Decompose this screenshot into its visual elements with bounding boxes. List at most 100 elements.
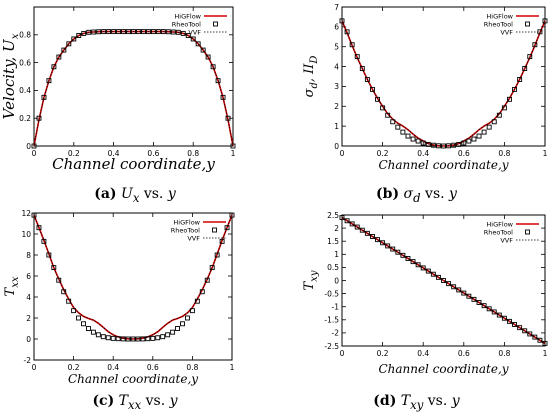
x-tick-label: 0.4 — [108, 149, 120, 158]
rheotool-marker — [527, 54, 533, 60]
rheotool-marker — [229, 212, 235, 218]
rheotool-marker — [224, 225, 230, 231]
x-tick-label: 0.2 — [377, 149, 389, 158]
legend-label: VVF — [500, 237, 513, 245]
rheotool-marker — [435, 274, 441, 280]
rheotool-marker — [507, 96, 512, 102]
rheotool-marker — [522, 328, 528, 334]
y-tick-label: 2 — [334, 102, 339, 111]
rheotool-marker — [100, 334, 106, 340]
x-tick-label: 0.4 — [417, 149, 429, 158]
rheotool-marker — [420, 265, 426, 271]
x-tick-label: 1 — [543, 349, 548, 358]
y-label-sub: xx — [10, 276, 21, 288]
rheotool-marker — [165, 332, 171, 338]
higflow-line — [33, 214, 233, 340]
rheotool-marker — [135, 336, 141, 342]
rheotool-marker — [420, 140, 426, 146]
rheotool-marker — [512, 322, 518, 327]
y-tick-label: 0 — [334, 142, 339, 151]
rheotool-marker — [400, 129, 406, 135]
caption-letter: (d) — [373, 393, 397, 409]
rheotool-marker — [160, 334, 166, 340]
caption-variable: y — [167, 186, 176, 202]
rheotool-marker — [349, 42, 355, 48]
rheotool-marker — [95, 332, 101, 338]
x-tick-label: 1 — [231, 149, 236, 158]
rheotool-marker — [375, 96, 380, 102]
x-tick-label: 0.6 — [458, 349, 470, 358]
rheotool-marker — [410, 136, 416, 142]
rheotool-marker — [230, 143, 236, 149]
rheotool-marker — [446, 281, 452, 287]
rheotool-marker — [369, 86, 375, 92]
y-tick-label: 2.5 — [327, 211, 339, 220]
rheotool-marker — [390, 119, 396, 125]
y-tick-label: 4 — [334, 62, 339, 71]
x-tick-label: 0.2 — [377, 349, 389, 358]
rheotool-marker — [194, 298, 200, 304]
y-label-main: Velocity, U — [0, 38, 18, 119]
y-tick-label: 5 — [334, 43, 339, 52]
rheotool-marker — [46, 78, 52, 84]
rheotool-marker — [354, 224, 360, 230]
y-axis-label: Txy — [302, 270, 320, 290]
x-tick-label: 1 — [230, 363, 235, 372]
legend-label: RheoTool — [172, 21, 201, 29]
rheotool-marker — [140, 336, 146, 342]
legend-label: HiGFlow — [174, 13, 201, 21]
rheotool-marker — [116, 29, 122, 35]
rheotool-marker — [496, 312, 502, 318]
rheotool-marker — [461, 140, 467, 146]
y-tick-label: 0.2 — [19, 114, 31, 123]
y-tick-label: 2 — [334, 224, 339, 233]
rheotool-marker — [466, 138, 472, 144]
rheotool-marker — [36, 115, 42, 121]
rheotool-marker — [71, 308, 77, 314]
rheotool-marker — [395, 124, 401, 130]
rheotool-marker — [415, 138, 421, 144]
higflow-line — [33, 30, 234, 147]
rheotool-marker — [190, 36, 196, 42]
y-label-rest: , II — [302, 63, 317, 82]
rheotool-marker — [446, 143, 452, 149]
rheotool-marker — [410, 259, 416, 265]
y-tick-label: 0.6 — [19, 58, 31, 67]
rheotool-marker — [375, 237, 380, 243]
caption-symbol: U — [121, 186, 133, 202]
rheotool-marker — [180, 321, 185, 327]
rheotool-marker — [145, 29, 151, 35]
rheotool-marker — [405, 256, 411, 261]
caption-b: (b) σd vs. y — [283, 186, 550, 205]
vvf-line — [341, 217, 546, 344]
y-tick-label: 0.8 — [19, 31, 31, 40]
y-axis-label: σd, IID — [302, 56, 320, 98]
y-tick-label: -1.5 — [324, 316, 339, 325]
rheotool-marker — [170, 329, 176, 335]
rheotool-marker — [66, 41, 72, 47]
y-tick-label: 3 — [334, 82, 339, 91]
legend-label: HiGFlow — [486, 221, 513, 229]
y-tick-label: 1.5 — [327, 237, 339, 246]
rheotool-marker — [344, 218, 350, 224]
rheotool-marker — [405, 133, 411, 139]
caption-vs: vs. — [420, 186, 450, 202]
rheotool-marker — [385, 243, 391, 249]
x-tick-label: 0.4 — [417, 349, 429, 358]
rheotool-marker — [425, 268, 431, 274]
x-tick-label: 0.6 — [147, 363, 159, 372]
rheotool-marker — [501, 315, 507, 321]
rheotool-marker — [395, 249, 401, 255]
y-tick-label: 0.4 — [19, 86, 31, 95]
rheotool-marker — [155, 335, 161, 341]
rheotool-marker — [150, 335, 156, 341]
rheotool-marker — [471, 296, 477, 302]
y-tick-label: 1 — [334, 250, 339, 259]
rheotool-marker — [486, 124, 492, 130]
caption-variable: y — [169, 393, 178, 409]
legend-swatch-rheotool — [212, 227, 217, 233]
plot-frame — [341, 6, 546, 147]
y-tick-label: 0 — [334, 276, 339, 285]
rheotool-marker — [180, 30, 186, 36]
